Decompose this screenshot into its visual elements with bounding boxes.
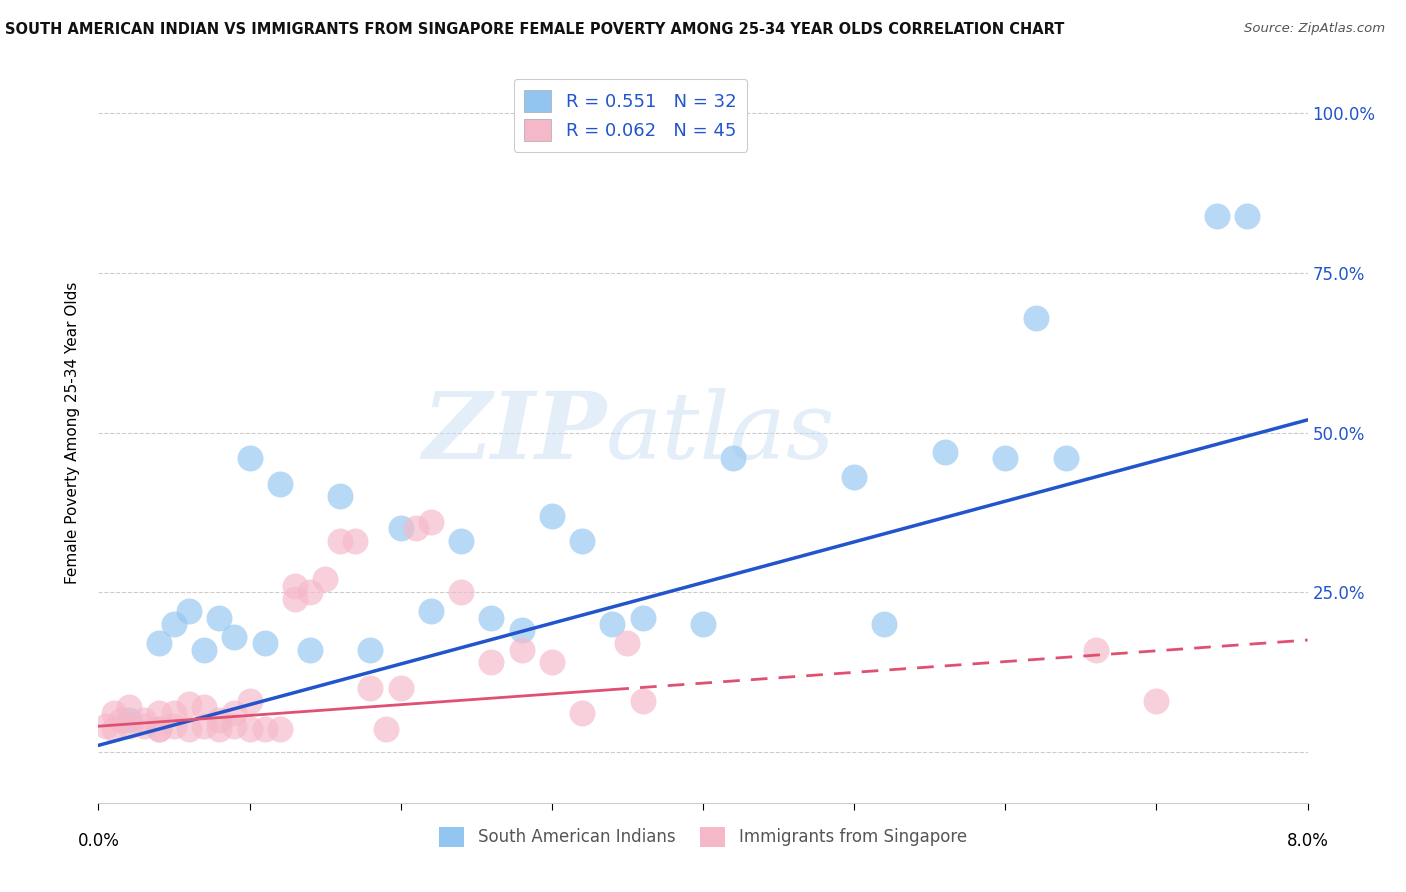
- Point: [193, 700, 215, 714]
- Point: [179, 604, 201, 618]
- Point: [571, 534, 593, 549]
- Point: [118, 713, 141, 727]
- Point: [1054, 451, 1077, 466]
- Point: [103, 723, 125, 737]
- Point: [299, 642, 322, 657]
- Point: [118, 700, 141, 714]
- Point: [602, 617, 624, 632]
- Text: ZIP: ZIP: [422, 388, 606, 477]
- Text: SOUTH AMERICAN INDIAN VS IMMIGRANTS FROM SINGAPORE FEMALE POVERTY AMONG 25-34 YE: SOUTH AMERICAN INDIAN VS IMMIGRANTS FROM…: [4, 22, 1064, 37]
- Point: [224, 706, 246, 721]
- Point: [284, 579, 307, 593]
- Point: [299, 585, 322, 599]
- Point: [148, 723, 170, 737]
- Point: [481, 656, 503, 670]
- Point: [110, 713, 132, 727]
- Point: [934, 444, 956, 458]
- Point: [540, 656, 562, 670]
- Point: [163, 706, 186, 721]
- Point: [420, 604, 443, 618]
- Point: [208, 723, 231, 737]
- Point: [314, 573, 336, 587]
- Point: [360, 642, 382, 657]
- Point: [389, 681, 412, 695]
- Point: [616, 636, 638, 650]
- Point: [163, 719, 186, 733]
- Point: [631, 611, 654, 625]
- Point: [103, 706, 125, 721]
- Point: [994, 451, 1017, 466]
- Point: [132, 713, 155, 727]
- Point: [253, 636, 276, 650]
- Point: [224, 719, 246, 733]
- Point: [269, 476, 291, 491]
- Point: [692, 617, 714, 632]
- Point: [873, 617, 896, 632]
- Point: [510, 624, 533, 638]
- Point: [132, 719, 155, 733]
- Point: [208, 611, 231, 625]
- Point: [94, 719, 117, 733]
- Point: [163, 617, 186, 632]
- Point: [420, 515, 443, 529]
- Point: [723, 451, 745, 466]
- Point: [329, 534, 352, 549]
- Point: [540, 508, 562, 523]
- Point: [148, 706, 170, 721]
- Point: [1146, 694, 1168, 708]
- Point: [269, 723, 291, 737]
- Point: [179, 697, 201, 711]
- Point: [844, 470, 866, 484]
- Point: [329, 490, 352, 504]
- Text: 8.0%: 8.0%: [1286, 832, 1329, 850]
- Point: [193, 642, 215, 657]
- Point: [224, 630, 246, 644]
- Point: [148, 636, 170, 650]
- Point: [510, 642, 533, 657]
- Legend: South American Indians, Immigrants from Singapore: South American Indians, Immigrants from …: [433, 820, 973, 854]
- Text: Source: ZipAtlas.com: Source: ZipAtlas.com: [1244, 22, 1385, 36]
- Point: [389, 521, 412, 535]
- Point: [1236, 209, 1258, 223]
- Point: [450, 534, 472, 549]
- Text: atlas: atlas: [606, 388, 835, 477]
- Point: [450, 585, 472, 599]
- Point: [481, 611, 503, 625]
- Point: [1085, 642, 1108, 657]
- Point: [208, 713, 231, 727]
- Point: [239, 694, 262, 708]
- Text: 0.0%: 0.0%: [77, 832, 120, 850]
- Point: [374, 723, 396, 737]
- Point: [571, 706, 593, 721]
- Point: [405, 521, 427, 535]
- Point: [344, 534, 367, 549]
- Point: [118, 719, 141, 733]
- Point: [253, 723, 276, 737]
- Point: [1025, 310, 1047, 325]
- Point: [284, 591, 307, 606]
- Point: [239, 723, 262, 737]
- Point: [1206, 209, 1229, 223]
- Y-axis label: Female Poverty Among 25-34 Year Olds: Female Poverty Among 25-34 Year Olds: [65, 282, 80, 583]
- Point: [631, 694, 654, 708]
- Point: [179, 723, 201, 737]
- Point: [148, 723, 170, 737]
- Point: [193, 719, 215, 733]
- Point: [239, 451, 262, 466]
- Point: [360, 681, 382, 695]
